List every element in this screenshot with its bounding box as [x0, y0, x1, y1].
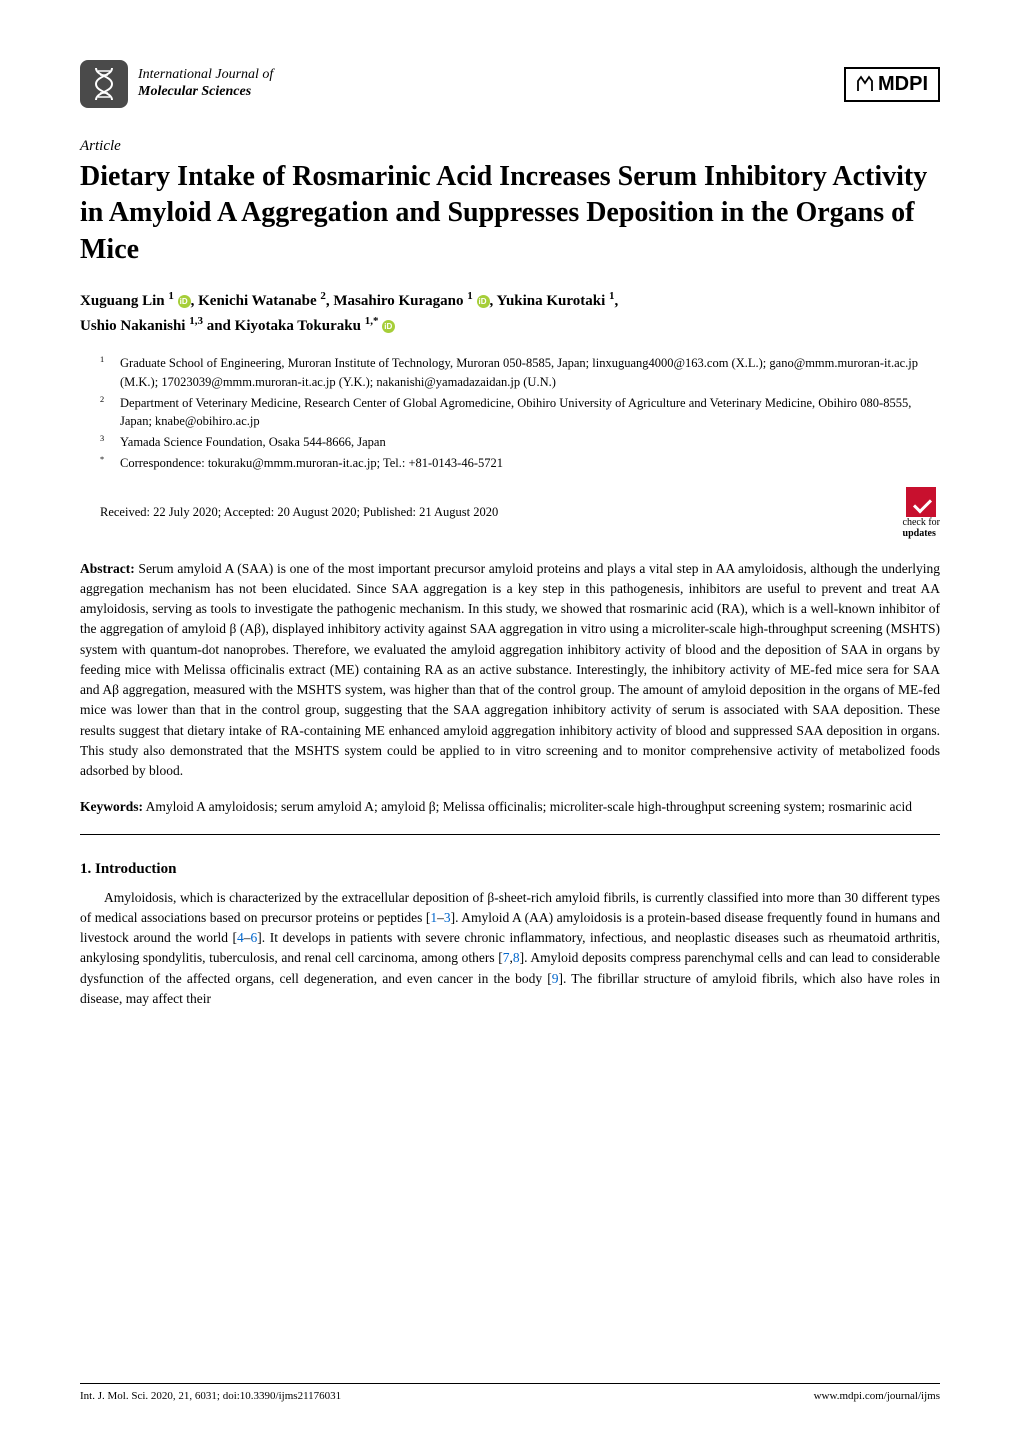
- abstract-text: Serum amyloid A (SAA) is one of the most…: [80, 561, 940, 779]
- authors-line: Xuguang Lin 1 , Kenichi Watanabe 2, Masa…: [80, 288, 940, 338]
- author-5-affil: 1,3: [189, 315, 203, 327]
- author-6: Kiyotaka Tokuraku: [235, 318, 361, 334]
- affiliation-row: * Correspondence: tokuraku@mmm.muroran-i…: [100, 454, 940, 473]
- affil-text: Correspondence: tokuraku@mmm.muroran-it.…: [120, 454, 940, 473]
- affiliation-row: 3 Yamada Science Foundation, Osaka 544-8…: [100, 433, 940, 452]
- author-3-affil: 1: [467, 290, 473, 302]
- orcid-icon: [382, 320, 395, 333]
- ref-link[interactable]: 3: [444, 910, 451, 925]
- mdpi-logo: MDPI: [844, 67, 940, 102]
- orcid-icon: [477, 295, 490, 308]
- dna-logo-icon: [80, 60, 128, 108]
- check-updates-label-2: updates: [903, 528, 936, 539]
- dates-row: Received: 22 July 2020; Accepted: 20 Aug…: [100, 487, 940, 539]
- author-1-affil: 1: [168, 290, 174, 302]
- author-6-affil: 1,*: [365, 315, 379, 327]
- journal-name: International Journal of Molecular Scien…: [138, 67, 273, 101]
- affil-num: 2: [100, 395, 104, 404]
- top-banner: International Journal of Molecular Scien…: [80, 60, 940, 108]
- affil-text: Department of Veterinary Medicine, Resea…: [120, 394, 940, 432]
- journal-name-line1: International Journal of: [138, 67, 273, 84]
- affiliations-block: 1 Graduate School of Engineering, Murora…: [100, 354, 940, 473]
- abstract-block: Abstract: Serum amyloid A (SAA) is one o…: [80, 559, 940, 782]
- author-2-affil: 2: [320, 290, 326, 302]
- author-5: Ushio Nakanishi: [80, 318, 185, 334]
- check-for-updates-badge[interactable]: check for updates: [903, 487, 940, 539]
- received-dates: Received: 22 July 2020; Accepted: 20 Aug…: [100, 505, 498, 520]
- article-type-label: Article: [80, 138, 940, 155]
- footer-left: Int. J. Mol. Sci. 2020, 21, 6031; doi:10…: [80, 1390, 341, 1402]
- affil-text: Yamada Science Foundation, Osaka 544-866…: [120, 433, 940, 452]
- article-title: Dietary Intake of Rosmarinic Acid Increa…: [80, 159, 940, 268]
- section-1-heading: 1. Introduction: [80, 861, 940, 878]
- journal-name-line2: Molecular Sciences: [138, 84, 273, 101]
- check-updates-label-1: check for: [903, 517, 940, 528]
- author-2: Kenichi Watanabe: [198, 293, 317, 309]
- check-updates-icon: [906, 487, 936, 517]
- author-4: Yukina Kurotaki: [496, 293, 605, 309]
- keywords-text: Amyloid A amyloidosis; serum amyloid A; …: [143, 799, 912, 814]
- journal-logo-box: International Journal of Molecular Scien…: [80, 60, 273, 108]
- abstract-label: Abstract:: [80, 561, 135, 576]
- author-4-affil: 1: [609, 290, 615, 302]
- intro-paragraph: Amyloidosis, which is characterized by t…: [80, 888, 940, 1010]
- author-1: Xuguang Lin: [80, 293, 165, 309]
- affiliation-row: 2 Department of Veterinary Medicine, Res…: [100, 394, 940, 432]
- affil-num: 3: [100, 434, 104, 443]
- horizontal-divider: [80, 834, 940, 835]
- ref-link[interactable]: 8: [513, 950, 520, 965]
- affil-num: *: [100, 455, 104, 464]
- affiliation-row: 1 Graduate School of Engineering, Murora…: [100, 354, 940, 392]
- keywords-block: Keywords: Amyloid A amyloidosis; serum a…: [80, 797, 940, 817]
- author-3: Masahiro Kuragano: [333, 293, 463, 309]
- ref-dash: –: [244, 930, 251, 945]
- footer-right: www.mdpi.com/journal/ijms: [814, 1390, 940, 1402]
- affil-num: 1: [100, 355, 104, 364]
- orcid-icon: [178, 295, 191, 308]
- ref-dash: –: [437, 910, 444, 925]
- ref-link[interactable]: 4: [237, 930, 244, 945]
- affil-text: Graduate School of Engineering, Muroran …: [120, 354, 940, 392]
- publisher-name: MDPI: [878, 73, 928, 96]
- keywords-label: Keywords:: [80, 799, 143, 814]
- ref-link[interactable]: 7: [503, 950, 510, 965]
- page-footer: Int. J. Mol. Sci. 2020, 21, 6031; doi:10…: [80, 1383, 940, 1402]
